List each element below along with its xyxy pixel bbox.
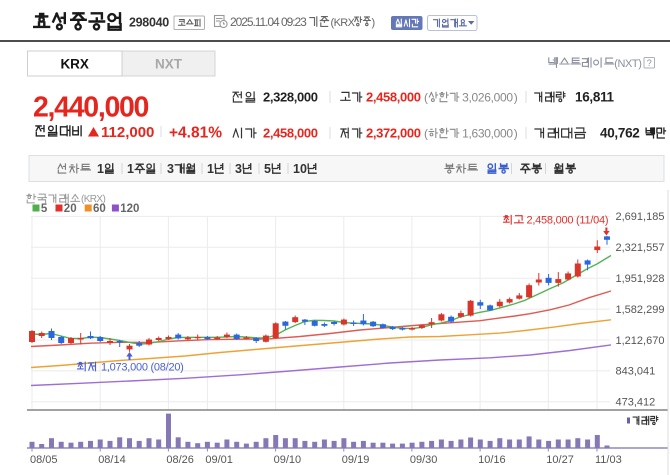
svg-text:): ) [514,127,518,141]
svg-text:2,321,557: 2,321,557 [616,242,665,254]
svg-text:3,026,000: 3,026,000 [462,91,513,105]
svg-text:1: 1 [127,162,134,176]
svg-text:(KRX: (KRX [331,17,356,29]
svg-text:09/01: 09/01 [205,454,233,466]
svg-text:(: ( [424,91,428,105]
svg-text:11/03: 11/03 [595,454,622,466]
svg-text:5: 5 [264,162,271,176]
svg-text:3: 3 [235,162,242,176]
svg-text:5: 5 [41,203,48,215]
svg-text:298040: 298040 [129,16,169,30]
svg-text:(KRX): (KRX) [81,194,105,205]
svg-text:1,630,000: 1,630,000 [462,127,513,141]
svg-text:60: 60 [93,203,106,215]
svg-text:08/05: 08/05 [30,454,58,466]
svg-text:2,458,000: 2,458,000 [366,90,421,105]
svg-text:(: ( [424,127,428,141]
svg-text:2025.11.04 09:23: 2025.11.04 09:23 [230,15,307,29]
svg-text:?: ? [647,58,652,68]
svg-text:2,458,000: 2,458,000 [263,126,318,141]
svg-text:09/30: 09/30 [410,454,438,466]
svg-text:09/19: 09/19 [342,454,370,466]
svg-text:+4.81%: +4.81% [169,124,222,141]
svg-text:3: 3 [167,162,174,176]
svg-text:): ) [372,17,376,29]
svg-text:112,000: 112,000 [101,124,154,141]
svg-text:16,811: 16,811 [575,90,615,105]
svg-text:1: 1 [207,162,214,176]
svg-text:08/26: 08/26 [166,454,194,466]
svg-text:): ) [514,91,518,105]
svg-text:2,440,000: 2,440,000 [33,92,149,124]
svg-text:1,212,670: 1,212,670 [616,335,665,347]
svg-text:1,582,299: 1,582,299 [616,304,665,316]
svg-text:1: 1 [97,162,104,176]
svg-text:1,073,000 (08/20): 1,073,000 (08/20) [101,361,184,373]
svg-text:NXT: NXT [155,57,183,72]
svg-text:473,412: 473,412 [616,397,656,409]
svg-text:(NXT): (NXT) [614,58,641,70]
svg-text:2,458,000 (11/04): 2,458,000 (11/04) [527,215,609,227]
svg-text:20: 20 [64,203,77,215]
svg-text:2,372,000: 2,372,000 [366,126,421,141]
svg-text:843,041: 843,041 [616,366,656,378]
svg-text:KRX: KRX [60,57,89,72]
svg-text:08/14: 08/14 [98,454,126,466]
svg-text:10: 10 [293,162,307,176]
svg-text:2,691,185: 2,691,185 [616,211,665,223]
svg-text:2,328,000: 2,328,000 [263,90,318,105]
svg-text:120: 120 [120,203,139,215]
svg-text:10/27: 10/27 [546,454,574,466]
svg-text:10/16: 10/16 [478,454,506,466]
svg-text:1,951,928: 1,951,928 [616,273,665,285]
svg-text:40,762: 40,762 [600,126,640,141]
svg-text:09/10: 09/10 [274,454,302,466]
